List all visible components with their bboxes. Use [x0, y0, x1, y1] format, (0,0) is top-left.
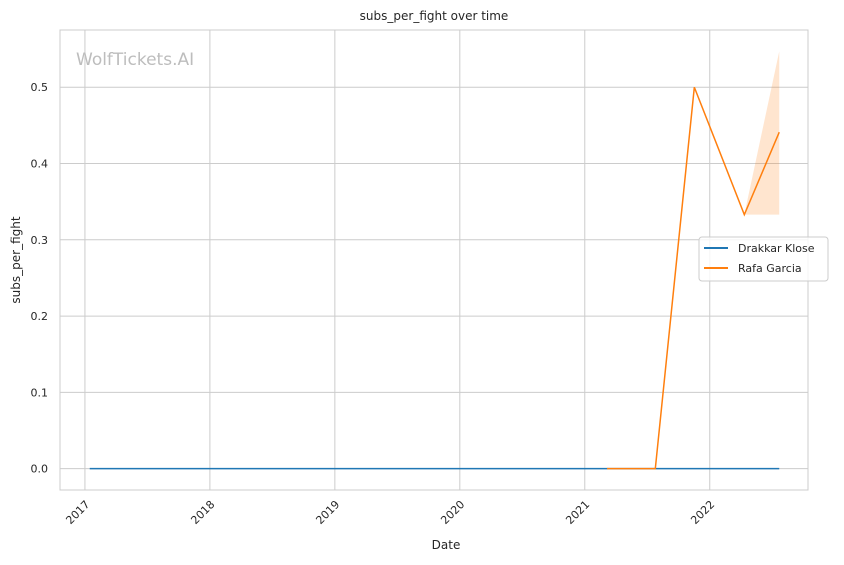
x-tick-label: 2020 [438, 498, 467, 527]
y-tick-label: 0.4 [31, 157, 49, 170]
x-axis-label: Date [432, 538, 461, 552]
x-tick-label: 2017 [63, 498, 92, 527]
y-tick-label: 0.0 [31, 463, 49, 476]
series-line-rafa-garcia [607, 86, 780, 470]
plot-frame [59, 29, 809, 491]
confidence-band [744, 51, 780, 215]
watermark: WolfTickets.AI [76, 50, 194, 70]
x-tick-label: 2022 [688, 498, 717, 527]
x-tick-label: 2018 [188, 498, 217, 527]
y-tick-label: 0.5 [31, 81, 49, 94]
chart-title: subs_per_fight over time [360, 9, 509, 23]
y-axis-label: subs_per_fight [9, 216, 23, 303]
y-tick-label: 0.3 [31, 234, 49, 247]
y-tick-label: 0.2 [31, 310, 49, 323]
legend: Drakkar Klose Rafa Garcia [698, 236, 829, 282]
legend-label: Rafa Garcia [738, 262, 802, 275]
legend-label: Drakkar Klose [738, 242, 815, 255]
y-tick-label: 0.1 [31, 386, 49, 399]
x-tick-label: 2021 [563, 498, 592, 527]
x-tick-label: 2019 [313, 498, 342, 527]
